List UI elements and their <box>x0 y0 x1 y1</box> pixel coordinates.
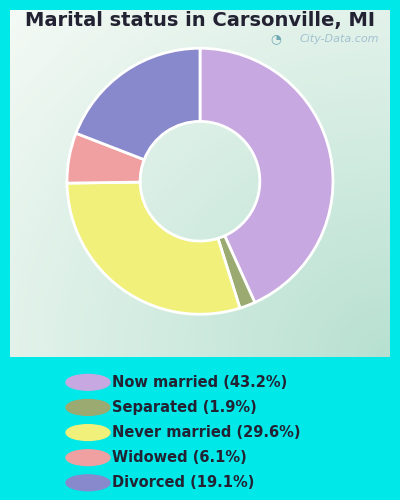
Wedge shape <box>76 48 200 160</box>
Text: Never married (29.6%): Never married (29.6%) <box>112 425 300 440</box>
Wedge shape <box>67 133 144 183</box>
Circle shape <box>66 400 110 415</box>
Wedge shape <box>218 236 255 308</box>
Circle shape <box>66 374 110 390</box>
Circle shape <box>66 450 110 466</box>
Circle shape <box>66 424 110 440</box>
Text: Now married (43.2%): Now married (43.2%) <box>112 375 287 390</box>
Text: Separated (1.9%): Separated (1.9%) <box>112 400 257 415</box>
Text: ◔: ◔ <box>270 32 281 46</box>
Wedge shape <box>200 48 333 302</box>
Circle shape <box>66 475 110 490</box>
Text: City-Data.com: City-Data.com <box>299 34 378 44</box>
Text: Widowed (6.1%): Widowed (6.1%) <box>112 450 247 465</box>
Text: Divorced (19.1%): Divorced (19.1%) <box>112 476 254 490</box>
Text: Marital status in Carsonville, MI: Marital status in Carsonville, MI <box>25 11 375 30</box>
Wedge shape <box>67 182 240 314</box>
